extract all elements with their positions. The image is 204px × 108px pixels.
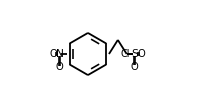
Text: O: O [137,49,145,59]
Text: S: S [131,49,137,59]
Text: Cl: Cl [120,49,129,59]
Text: N: N [55,49,63,59]
Text: O: O [55,63,63,72]
Text: O: O [130,62,138,72]
Text: O: O [49,49,57,59]
